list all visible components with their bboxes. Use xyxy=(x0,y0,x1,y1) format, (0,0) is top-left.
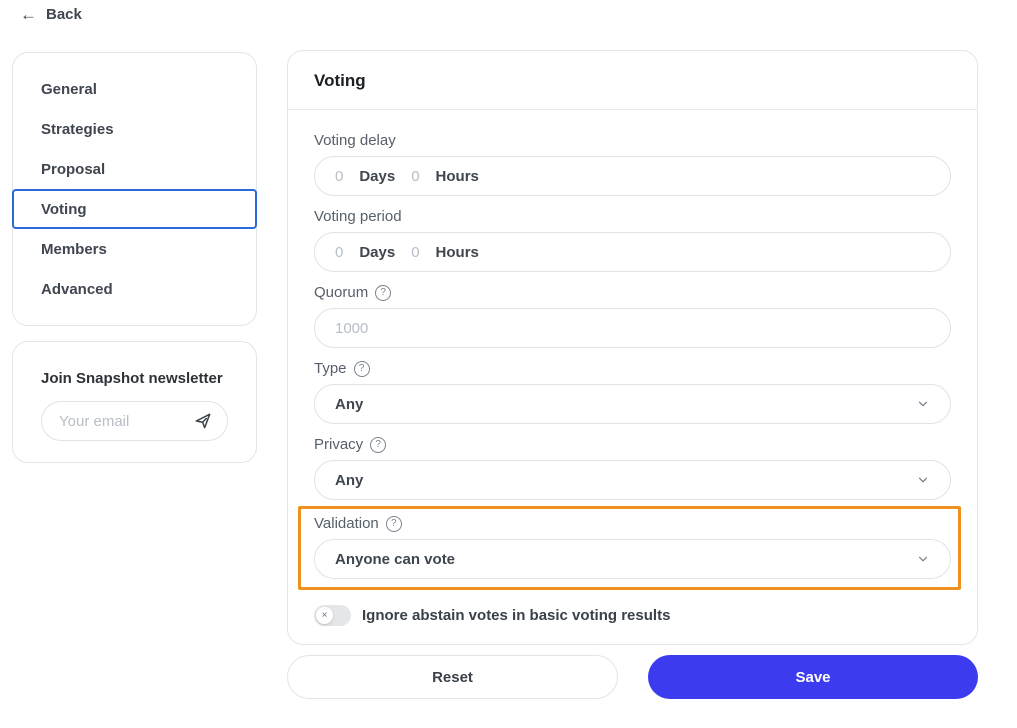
back-arrow-icon: ← xyxy=(20,5,37,24)
privacy-select[interactable]: Any xyxy=(314,460,951,500)
privacy-help-icon[interactable]: ? xyxy=(370,436,387,453)
sidebar-item-advanced[interactable]: Advanced xyxy=(41,280,113,298)
newsletter-card: Join Snapshot newsletter xyxy=(12,341,257,463)
sidebar-item-members[interactable]: Members xyxy=(41,240,107,258)
sidebar-item-general[interactable]: General xyxy=(41,80,97,98)
panel-body: Voting delay 0 Days 0 Hours Voting perio… xyxy=(288,110,977,644)
quorum-label-text: Quorum xyxy=(314,284,369,301)
newsletter-email-input[interactable] xyxy=(59,412,191,430)
newsletter-email-wrap xyxy=(41,401,228,441)
panel-title: Voting xyxy=(288,51,977,110)
quorum-placeholder: 1000 xyxy=(335,319,369,337)
validation-select[interactable]: Anyone can vote xyxy=(314,539,951,579)
voting-period-days-value[interactable]: 0 xyxy=(335,243,344,261)
voting-delay-hours-value[interactable]: 0 xyxy=(411,167,420,185)
toggle-off-icon: × xyxy=(316,607,333,624)
privacy-label: Privacy ? xyxy=(314,436,951,453)
back-button[interactable]: ← Back xyxy=(20,6,82,23)
newsletter-send-button[interactable] xyxy=(191,409,215,433)
validation-help-icon[interactable]: ? xyxy=(385,515,402,532)
chevron-down-icon xyxy=(916,397,930,411)
quorum-label: Quorum ? xyxy=(314,284,951,301)
type-help-icon[interactable]: ? xyxy=(353,360,370,377)
sidebar-item-proposal[interactable]: Proposal xyxy=(41,160,106,178)
privacy-label-text: Privacy xyxy=(314,436,364,453)
back-label: Back xyxy=(46,6,82,23)
type-label-text: Type xyxy=(314,360,347,377)
voting-delay-label: Voting delay xyxy=(314,132,951,149)
voting-delay-label-text: Voting delay xyxy=(314,132,396,149)
voting-period-hours-value[interactable]: 0 xyxy=(411,243,420,261)
voting-period-label-text: Voting period xyxy=(314,208,402,225)
validation-label-text: Validation xyxy=(314,515,379,532)
newsletter-title: Join Snapshot newsletter xyxy=(41,370,223,387)
abstain-toggle[interactable]: × xyxy=(314,605,351,626)
voting-settings-panel: Voting Voting delay 0 Days 0 Hours Votin… xyxy=(287,50,978,645)
sidebar-item-voting[interactable]: Voting xyxy=(12,189,257,229)
send-icon xyxy=(193,411,213,431)
validation-select-value: Anyone can vote xyxy=(335,550,456,568)
quorum-help-icon[interactable]: ? xyxy=(375,284,392,301)
voting-delay-hours-unit: Hours xyxy=(435,167,479,185)
type-label: Type ? xyxy=(314,360,951,377)
validation-highlight-box: Validation ? Anyone can vote xyxy=(298,506,961,590)
reset-button[interactable]: Reset xyxy=(287,655,618,699)
validation-label: Validation ? xyxy=(314,515,951,532)
chevron-down-icon xyxy=(916,473,930,487)
settings-nav: General Strategies Proposal Voting Membe… xyxy=(12,52,257,326)
voting-period-days-unit: Days xyxy=(359,243,396,261)
voting-delay-input[interactable]: 0 Days 0 Hours xyxy=(314,156,951,196)
privacy-select-value: Any xyxy=(335,471,364,489)
voting-delay-days-unit: Days xyxy=(359,167,396,185)
voting-delay-days-value[interactable]: 0 xyxy=(335,167,344,185)
voting-period-input[interactable]: 0 Days 0 Hours xyxy=(314,232,951,272)
save-button[interactable]: Save xyxy=(648,655,978,699)
quorum-input[interactable]: 1000 xyxy=(314,308,951,348)
type-select-value: Any xyxy=(335,395,364,413)
voting-period-label: Voting period xyxy=(314,208,951,225)
abstain-toggle-row: × Ignore abstain votes in basic voting r… xyxy=(314,605,951,626)
voting-period-hours-unit: Hours xyxy=(435,243,479,261)
abstain-toggle-label: Ignore abstain votes in basic voting res… xyxy=(362,607,671,624)
sidebar-item-strategies[interactable]: Strategies xyxy=(41,120,114,138)
chevron-down-icon xyxy=(916,552,930,566)
type-select[interactable]: Any xyxy=(314,384,951,424)
